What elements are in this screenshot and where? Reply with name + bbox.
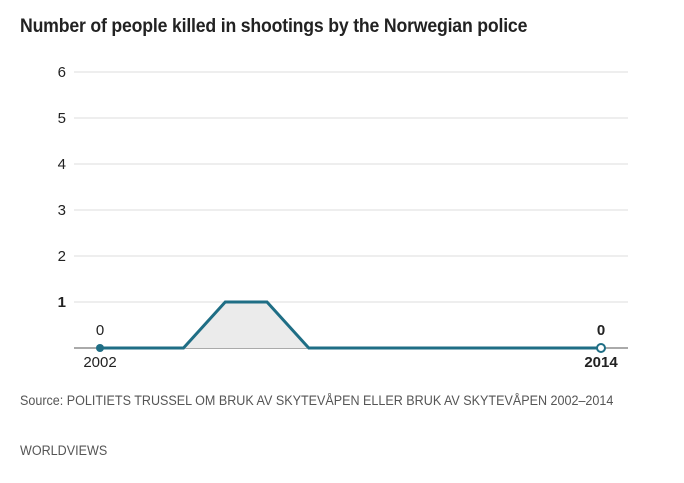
y-tick-label: 4 bbox=[58, 156, 66, 173]
data-line bbox=[100, 300, 601, 350]
y-tick-label: 1 bbox=[58, 294, 66, 311]
y-tick-label: 5 bbox=[58, 110, 66, 127]
end-point-marker bbox=[596, 343, 606, 353]
start-value-label: 0 bbox=[96, 322, 104, 339]
y-axis-ticks: 1 2 3 4 5 6 bbox=[58, 64, 66, 311]
area-fill bbox=[100, 302, 601, 348]
y-tick-label: 2 bbox=[58, 248, 66, 265]
credit-label: WORLDVIEWS bbox=[20, 443, 108, 458]
x-tick-end: 2014 bbox=[584, 354, 618, 371]
y-tick-label: 3 bbox=[58, 202, 66, 219]
gridlines bbox=[74, 71, 628, 349]
end-value-label: 0 bbox=[597, 322, 605, 339]
source-note: Source: POLITIETS TRUSSEL OM BRUK AV SKY… bbox=[20, 393, 614, 408]
chart-title: Number of people killed in shootings by … bbox=[20, 16, 528, 37]
line-chart: 1 2 3 4 5 6 0 0 2002 2014 bbox=[58, 64, 628, 371]
start-point-marker bbox=[96, 344, 104, 352]
x-tick-start: 2002 bbox=[83, 354, 116, 371]
y-tick-label: 6 bbox=[58, 64, 66, 81]
